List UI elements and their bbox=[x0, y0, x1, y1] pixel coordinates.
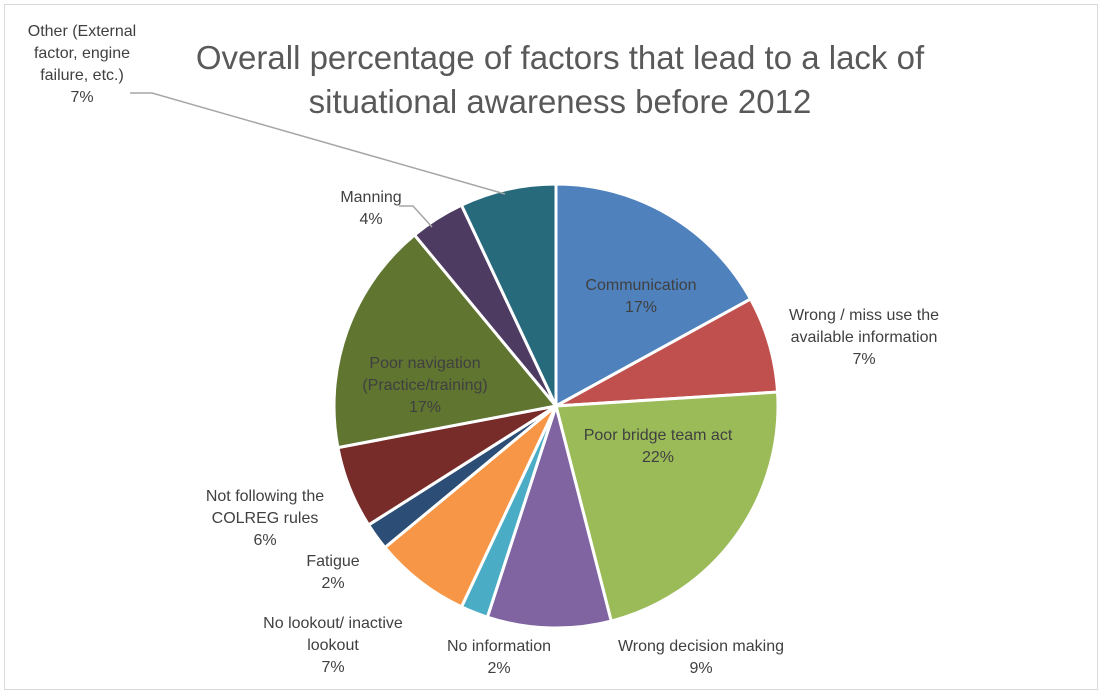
chart-title: Overall percentage of factors that lead … bbox=[160, 36, 960, 124]
data-label-text: lookout bbox=[307, 637, 359, 654]
pie-slice-communication bbox=[554, 182, 753, 409]
chart-title-line-1: Overall percentage of factors that lead … bbox=[195, 39, 925, 76]
data-label-text: Not following the bbox=[206, 488, 324, 505]
data-label-percent: 7% bbox=[852, 351, 875, 368]
data-label-no-lookout-inactive-lookout: No lookout/ inactive lookout 7% bbox=[263, 615, 403, 676]
data-label-percent: 9% bbox=[689, 660, 712, 677]
data-label-other-external-factor-engine-failure-etc: Other (External factor, engine failure, et… bbox=[28, 23, 136, 106]
data-label-manning: Manning 4% bbox=[340, 189, 401, 228]
data-label-text: Wrong / miss use the bbox=[789, 307, 939, 324]
data-label-text: failure, etc.) bbox=[40, 67, 124, 84]
data-label-text: Poor bridge team act bbox=[584, 427, 733, 444]
data-label-not-following-the-colreg-rules: Not following the COLREG rules 6% bbox=[206, 488, 324, 549]
data-label-percent: 7% bbox=[70, 89, 93, 106]
pie-slice-poor-bridge-team-act bbox=[554, 390, 780, 623]
pie-slice-other-external-factor-engine-failure-etc bbox=[459, 182, 558, 407]
data-label-text: (Practice/training) bbox=[362, 377, 487, 394]
data-label-wrong-decision-making: Wrong decision making 9% bbox=[618, 638, 784, 677]
pie-slice-wrong-decision-making bbox=[485, 400, 614, 630]
data-label-text: Other (External bbox=[28, 23, 136, 40]
leader-line-manning bbox=[399, 205, 433, 228]
data-label-communication: Communication 17% bbox=[585, 277, 696, 316]
leader-line-other-external-factor-engine-failure-etc bbox=[130, 92, 506, 195]
data-label-percent: 2% bbox=[487, 660, 510, 677]
chart-title-line-2: situational awareness before 2012 bbox=[308, 83, 812, 120]
data-label-percent: 6% bbox=[253, 532, 276, 549]
data-label-percent: 22% bbox=[642, 449, 674, 466]
data-label-text: COLREG rules bbox=[212, 510, 319, 527]
data-label-text: Poor navigation bbox=[369, 355, 480, 372]
data-label-text: Fatigue bbox=[306, 553, 359, 570]
data-label-poor-navigation-practice-training: Poor navigation (Practice/training) 17% bbox=[362, 355, 487, 416]
data-label-text: No information bbox=[447, 638, 551, 655]
data-label-wrong-miss-use-the-available-information: Wrong / miss use the available informatio… bbox=[789, 307, 939, 368]
data-label-percent: 2% bbox=[321, 575, 344, 592]
data-label-fatigue: Fatigue 2% bbox=[306, 553, 359, 592]
data-label-percent: 4% bbox=[359, 211, 382, 228]
data-label-no-information: No information 2% bbox=[447, 638, 551, 677]
data-label-text: Wrong decision making bbox=[618, 638, 784, 655]
data-label-text: No lookout/ inactive bbox=[263, 615, 403, 632]
data-label-percent: 17% bbox=[625, 299, 657, 316]
data-label-percent: 7% bbox=[321, 659, 344, 676]
data-label-poor-bridge-team-act: Poor bridge team act 22% bbox=[584, 427, 733, 466]
data-label-text: Communication bbox=[585, 277, 696, 294]
data-label-text: factor, engine bbox=[34, 45, 130, 62]
data-label-text: Manning bbox=[340, 189, 401, 206]
data-label-percent: 17% bbox=[409, 399, 441, 416]
data-label-text: available information bbox=[791, 329, 938, 346]
pie-slice-poor-navigation-practice-training bbox=[332, 232, 559, 450]
